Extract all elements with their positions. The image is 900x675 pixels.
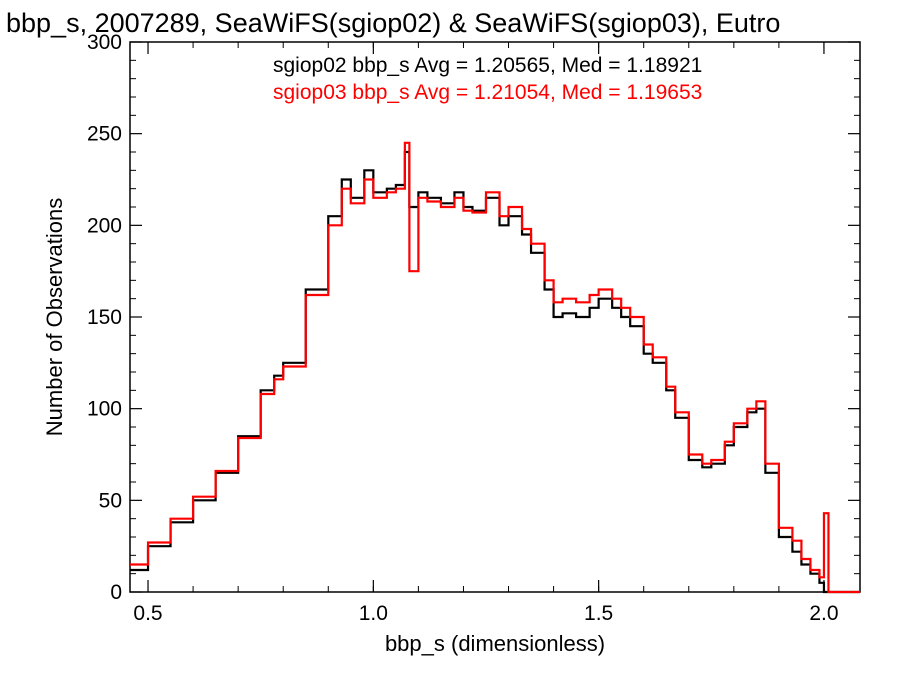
series-line-1 (130, 150, 860, 594)
x-tick-label: 2.0 (809, 602, 838, 625)
legend-annotation-sgiop03: sgiop03 bbp_s Avg = 1.21054, Med = 1.196… (273, 81, 702, 104)
y-tick-label: 200 (87, 214, 122, 237)
y-tick-label: 300 (87, 31, 122, 54)
y-tick-label: 150 (87, 306, 122, 329)
legend: sgiop02 bbp_s Avg = 1.20565, Med = 1.189… (273, 54, 702, 104)
series-group (130, 141, 860, 594)
y-tick-label: 50 (99, 489, 122, 512)
x-tick-label: 1.5 (584, 602, 613, 625)
plot-frame (129, 41, 861, 593)
legend-annotation-sgiop02: sgiop02 bbp_s Avg = 1.20565, Med = 1.189… (273, 54, 702, 77)
x-tick-label: 0.5 (133, 602, 162, 625)
x-axis-label: bbp_s (dimensionless) (385, 631, 605, 656)
y-tick-label: 0 (110, 581, 122, 604)
series-line-2 (130, 141, 860, 594)
x-tick-label: 1.0 (359, 602, 388, 625)
chart-title: bbp_s, 2007289, SeaWiFS(sgiop02) & SeaWi… (6, 8, 780, 38)
y-axis-label: Number of Observations (42, 198, 67, 436)
y-axis: 0 50 100 150 200 250 300 (87, 31, 860, 604)
y-tick-label: 250 (87, 123, 122, 146)
y-tick-label: 100 (87, 398, 122, 421)
x-axis: 0.5 1.0 1.5 2.0 (133, 42, 839, 625)
